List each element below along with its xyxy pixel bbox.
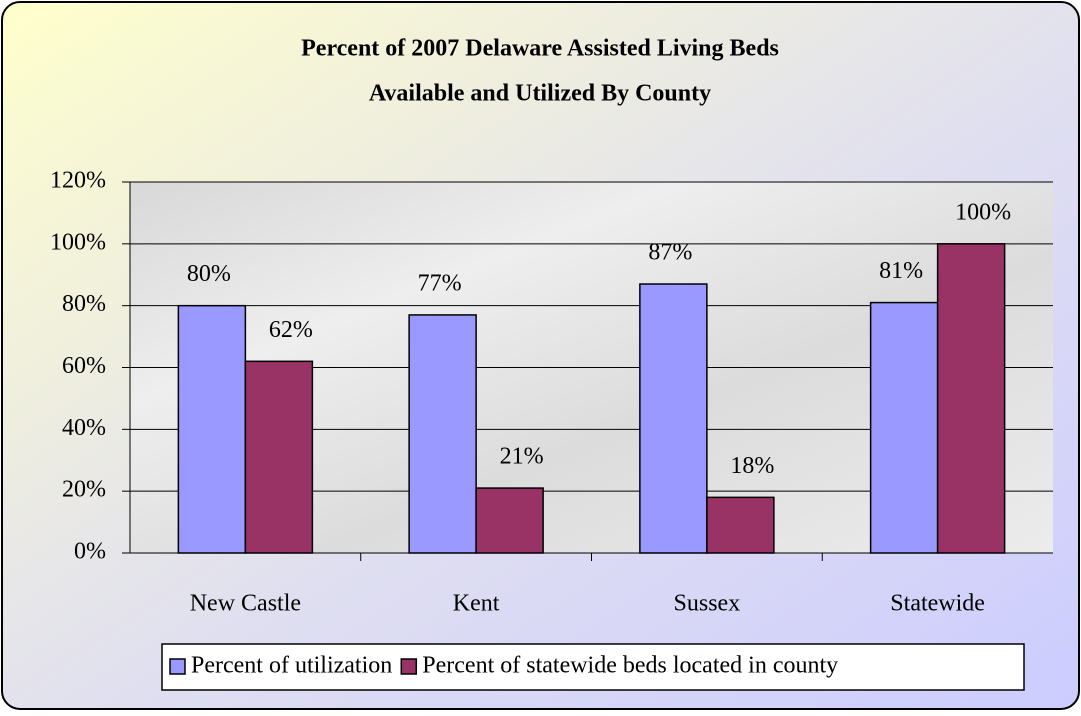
legend (161, 643, 1025, 691)
y-tick-label: 20% (62, 477, 106, 503)
bar (475, 487, 544, 554)
y-tick-label: 80% (62, 291, 106, 317)
bar (244, 360, 314, 554)
bar (639, 283, 708, 554)
bar (936, 243, 1006, 554)
value-label: 18% (730, 453, 774, 479)
x-tick-label: Sussex (674, 591, 741, 617)
bar (706, 496, 775, 554)
bar (408, 314, 477, 554)
chart-title: Percent of 2007 Delaware Assisted Living… (301, 36, 779, 62)
value-label: 80% (187, 261, 231, 287)
x-tick-label: Statewide (890, 591, 985, 617)
bar (177, 304, 247, 554)
value-label: 21% (500, 444, 544, 470)
value-label: 100% (955, 199, 1011, 225)
value-label: 87% (648, 240, 692, 266)
bar (869, 301, 939, 554)
legend-swatch (169, 658, 186, 675)
y-tick-label: 60% (62, 353, 106, 379)
x-tick-label: Kent (453, 591, 500, 617)
y-tick-label: 100% (50, 229, 106, 255)
x-tick-label: New Castle (190, 591, 301, 617)
legend-label: Percent of utilization (191, 653, 392, 679)
y-tick-label: 40% (62, 415, 106, 441)
legend-swatch (400, 658, 418, 675)
value-label: 62% (269, 317, 313, 343)
chart-title: Available and Utilized By County (369, 81, 711, 107)
value-label: 81% (879, 258, 923, 284)
y-tick-label: 0% (74, 539, 106, 565)
y-tick-label: 120% (50, 168, 106, 194)
legend-label: Percent of statewide beds located in cou… (422, 653, 838, 679)
value-label: 77% (418, 270, 462, 296)
